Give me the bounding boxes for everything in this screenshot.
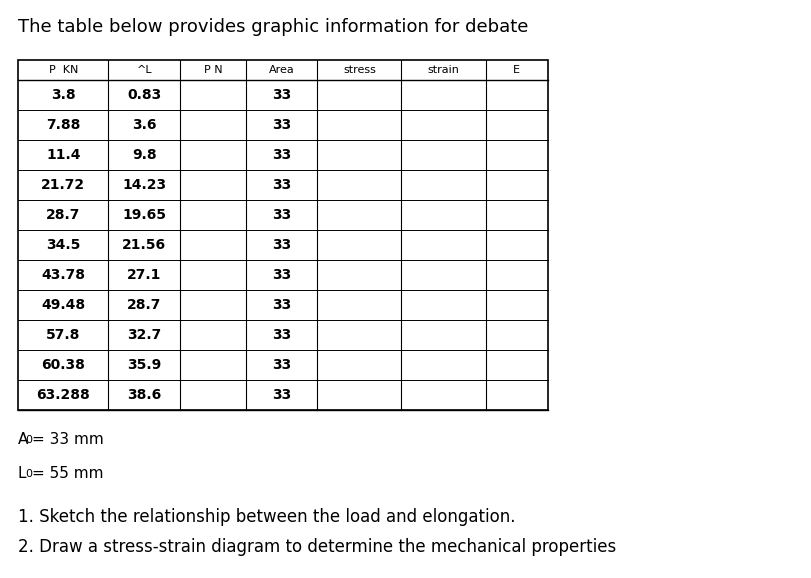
Text: 33: 33 [272, 358, 290, 372]
Text: 27.1: 27.1 [127, 268, 161, 282]
Text: 2. Draw a stress-strain diagram to determine the mechanical properties: 2. Draw a stress-strain diagram to deter… [18, 538, 616, 556]
Text: 60.38: 60.38 [41, 358, 85, 372]
Text: 33: 33 [272, 88, 290, 102]
Text: = 33 mm: = 33 mm [32, 432, 104, 447]
Text: Area: Area [268, 65, 294, 75]
Text: 0.83: 0.83 [127, 88, 161, 102]
Text: ^L: ^L [136, 65, 152, 75]
Text: 21.72: 21.72 [41, 178, 85, 192]
Text: 33: 33 [272, 238, 290, 252]
Text: A: A [18, 432, 28, 447]
Text: P  KN: P KN [49, 65, 78, 75]
Text: 63.288: 63.288 [36, 388, 90, 402]
Text: 3.6: 3.6 [132, 118, 157, 132]
Text: 33: 33 [272, 208, 290, 222]
Text: 3.8: 3.8 [51, 88, 75, 102]
Text: 33: 33 [272, 268, 290, 282]
Text: 43.78: 43.78 [41, 268, 85, 282]
Text: 21.56: 21.56 [122, 238, 166, 252]
Text: 49.48: 49.48 [41, 298, 85, 312]
Text: 33: 33 [272, 118, 290, 132]
Text: 32.7: 32.7 [127, 328, 161, 342]
Text: 28.7: 28.7 [46, 208, 80, 222]
Text: stress: stress [342, 65, 375, 75]
Text: P N: P N [204, 65, 222, 75]
Text: 7.88: 7.88 [46, 118, 80, 132]
Text: 34.5: 34.5 [46, 238, 80, 252]
Bar [18, 60, 547, 410]
Text: 35.9: 35.9 [127, 358, 161, 372]
Text: 11.4: 11.4 [46, 148, 80, 162]
Text: L: L [18, 466, 27, 481]
Text: 33: 33 [272, 178, 290, 192]
Text: 33: 33 [272, 148, 290, 162]
Text: 33: 33 [272, 298, 290, 312]
Text: 9.8: 9.8 [132, 148, 157, 162]
Text: The table below provides graphic information for debate: The table below provides graphic informa… [18, 18, 528, 36]
Text: strain: strain [427, 65, 459, 75]
Text: 33: 33 [272, 328, 290, 342]
Text: 0: 0 [25, 435, 32, 445]
Text: 57.8: 57.8 [46, 328, 80, 342]
Text: 1. Sketch the relationship between the load and elongation.: 1. Sketch the relationship between the l… [18, 508, 515, 526]
Text: 19.65: 19.65 [122, 208, 166, 222]
Text: 28.7: 28.7 [127, 298, 161, 312]
Text: = 55 mm: = 55 mm [32, 466, 103, 481]
Text: E: E [513, 65, 520, 75]
Text: 0: 0 [25, 469, 32, 479]
Text: 38.6: 38.6 [127, 388, 161, 402]
Text: 33: 33 [272, 388, 290, 402]
Text: 14.23: 14.23 [122, 178, 166, 192]
